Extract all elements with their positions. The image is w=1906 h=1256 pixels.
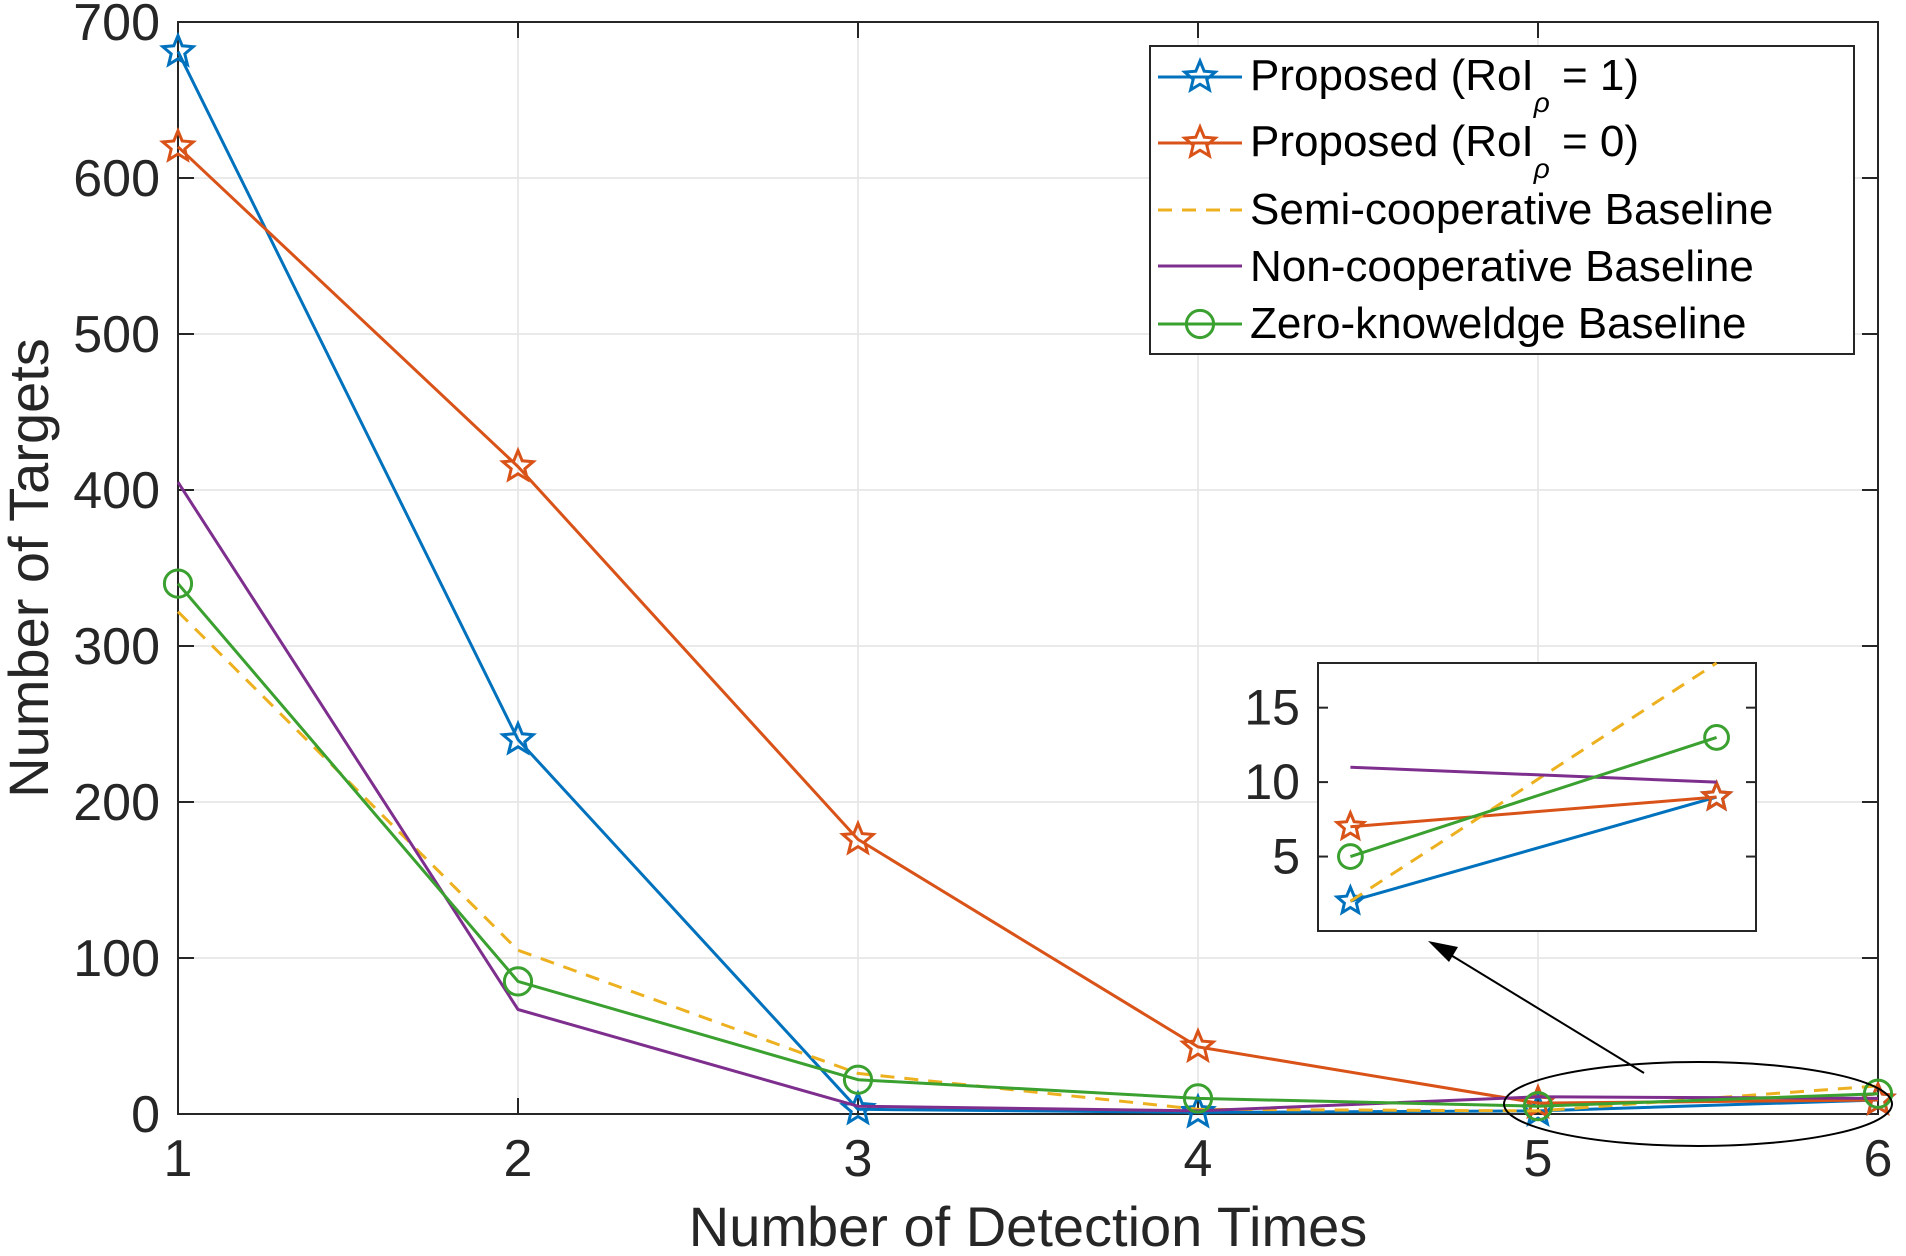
data-point-marker bbox=[1699, 779, 1734, 812]
data-point-marker bbox=[1862, 1078, 1894, 1109]
legend-label-semi-cooperative: Semi-cooperative Baseline bbox=[1250, 185, 1773, 234]
inset-series-zero-knoweldge-baseline bbox=[1337, 724, 1730, 870]
inset-series-line bbox=[1349, 736, 1718, 858]
legend-box bbox=[1149, 45, 1855, 355]
zoom-arrow-head bbox=[1428, 941, 1458, 962]
inset-y-tick-labels: 5 10 15 bbox=[1244, 680, 1300, 885]
data-point-marker bbox=[1333, 808, 1368, 842]
zoom-arrow-line bbox=[1435, 945, 1645, 1074]
y-tick-label: 700 bbox=[73, 0, 160, 52]
series-line bbox=[176, 610, 1879, 1113]
data-point-marker bbox=[1181, 57, 1219, 94]
data-point-marker bbox=[1179, 1026, 1217, 1064]
series-zero-knoweldge-baseline bbox=[162, 568, 1894, 1122]
y-tick-label: 600 bbox=[73, 150, 160, 208]
data-point-marker bbox=[1703, 724, 1730, 751]
data-point-marker bbox=[1337, 843, 1364, 870]
series-line bbox=[176, 50, 1879, 1114]
x-tick-label: 5 bbox=[1524, 1130, 1553, 1188]
data-point-marker bbox=[842, 1064, 874, 1095]
x-tick-label: 6 bbox=[1864, 1130, 1893, 1188]
series-non-cooperative-baseline bbox=[176, 481, 1879, 1113]
data-point-marker bbox=[502, 966, 534, 997]
legend-label-proposed-roi-1: Proposed (RoIρ = 1) bbox=[1250, 51, 1639, 118]
data-point-marker bbox=[159, 126, 197, 163]
zoom-region-ellipse bbox=[1503, 1061, 1893, 1147]
inset-y-tick-label: 15 bbox=[1244, 680, 1300, 736]
data-point-marker bbox=[499, 719, 537, 756]
inset-y-tick-label: 10 bbox=[1244, 754, 1300, 810]
y-tick-label: 200 bbox=[73, 774, 160, 832]
series-line bbox=[176, 145, 1879, 1105]
legend: Proposed (RoIρ = 1) Proposed (RoIρ = 0) … bbox=[1149, 45, 1855, 355]
data-point-marker bbox=[1333, 883, 1368, 916]
legend-label-non-cooperative: Non-cooperative Baseline bbox=[1250, 242, 1754, 291]
series-semi-cooperative-baseline bbox=[176, 610, 1879, 1113]
x-tick-label: 1 bbox=[164, 1130, 193, 1188]
data-point-marker bbox=[1522, 1091, 1554, 1122]
y-tick-labels: 0 100 200 300 400 500 600 700 bbox=[73, 0, 160, 1144]
legend-label-zero-knowledge: Zero-knoweldge Baseline bbox=[1250, 299, 1747, 348]
inset-series-line bbox=[1350, 795, 1717, 829]
y-tick-label: 100 bbox=[73, 930, 160, 988]
inset-series-non-cooperative-baseline bbox=[1350, 765, 1717, 784]
x-tick-label: 2 bbox=[504, 1130, 533, 1188]
x-tick-label: 4 bbox=[1184, 1130, 1213, 1188]
inset-series-proposed-roi-0- bbox=[1333, 779, 1734, 842]
inset-series-line bbox=[1350, 795, 1717, 903]
plot-area-frame bbox=[177, 21, 1879, 1115]
data-point-marker bbox=[159, 31, 197, 68]
x-axis-label: Number of Detection Times bbox=[689, 1195, 1367, 1256]
y-axis-label: Number of Targets bbox=[0, 338, 60, 798]
series-line bbox=[176, 582, 1879, 1108]
legend-symbols bbox=[1158, 57, 1242, 340]
axis-ticks bbox=[177, 21, 1879, 1115]
inset-series-layer bbox=[1333, 661, 1734, 916]
y-tick-label: 400 bbox=[73, 462, 160, 520]
series-line bbox=[176, 481, 1879, 1113]
y-tick-label: 300 bbox=[73, 618, 160, 676]
inset-axis-ticks bbox=[1318, 706, 1756, 858]
data-point-marker bbox=[1184, 308, 1216, 340]
inset-series-line bbox=[1349, 661, 1718, 903]
data-point-marker bbox=[1181, 123, 1219, 160]
legend-label-proposed-roi-0: Proposed (RoIρ = 0) bbox=[1250, 117, 1639, 184]
inset-series-semi-cooperative-baseline bbox=[1349, 661, 1718, 903]
data-point-marker bbox=[162, 568, 194, 599]
data-point-marker bbox=[839, 819, 877, 856]
data-point-marker bbox=[499, 446, 537, 483]
series-layer bbox=[159, 31, 1897, 1129]
inset-y-tick-label: 5 bbox=[1272, 829, 1300, 885]
inset-series-line bbox=[1350, 765, 1717, 784]
y-tick-label: 500 bbox=[73, 306, 160, 364]
data-point-marker bbox=[1182, 1083, 1214, 1114]
x-tick-labels: 1 2 3 4 5 6 bbox=[164, 1130, 1893, 1188]
y-tick-label: 0 bbox=[131, 1086, 160, 1144]
x-tick-label: 3 bbox=[844, 1130, 873, 1188]
